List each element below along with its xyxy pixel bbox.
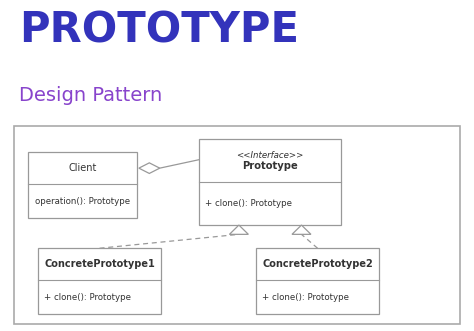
Text: Client: Client	[69, 163, 97, 173]
Text: <<Interface>>: <<Interface>>	[237, 151, 304, 161]
Text: ConcretePrototype2: ConcretePrototype2	[262, 259, 373, 269]
Text: Design Pattern: Design Pattern	[19, 86, 162, 105]
Polygon shape	[229, 225, 248, 234]
Text: + clone(): Prototype: + clone(): Prototype	[262, 293, 349, 302]
Text: + clone(): Prototype: + clone(): Prototype	[205, 199, 292, 208]
Text: operation(): Prototype: operation(): Prototype	[35, 197, 130, 206]
Polygon shape	[139, 163, 160, 173]
Text: PROTOTYPE: PROTOTYPE	[19, 10, 299, 52]
Text: + clone(): Prototype: + clone(): Prototype	[44, 293, 131, 302]
Bar	[199, 139, 341, 225]
Text: Prototype: Prototype	[242, 161, 298, 171]
Polygon shape	[292, 225, 311, 234]
Text: ConcretePrototype1: ConcretePrototype1	[44, 259, 155, 269]
Bar	[256, 248, 379, 314]
Bar	[38, 248, 161, 314]
Bar	[14, 126, 460, 324]
Bar	[28, 152, 137, 218]
